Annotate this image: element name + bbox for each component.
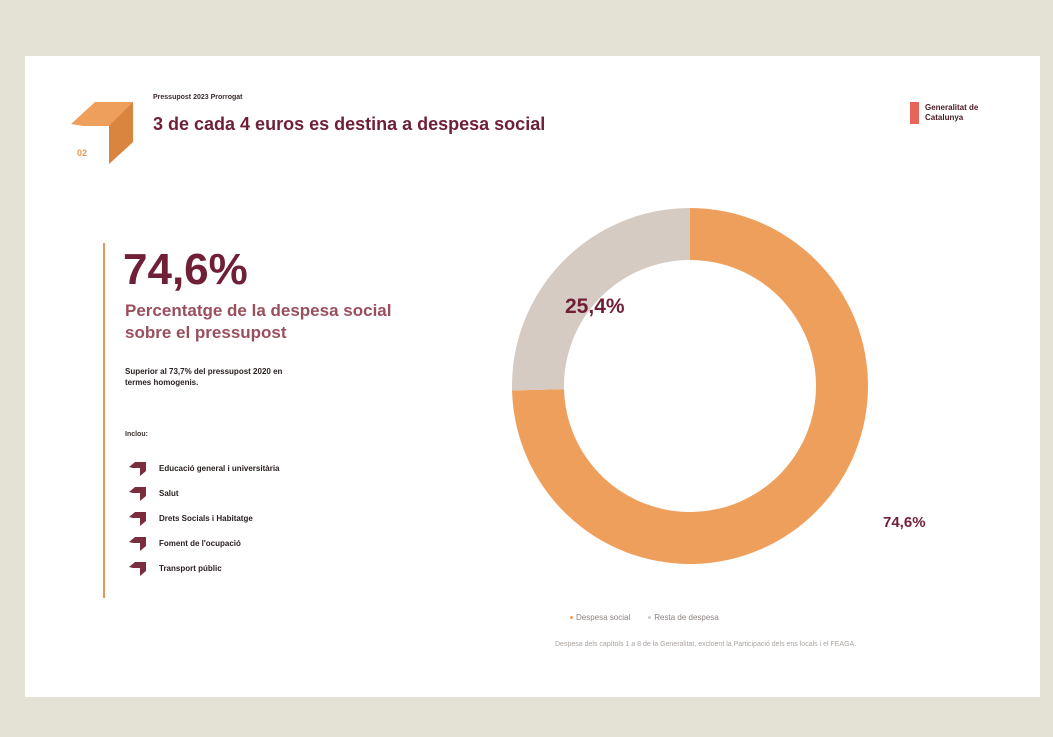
- section-arrow-icon: [71, 102, 133, 164]
- list-item: Educació general i universitària: [129, 456, 280, 481]
- list-item: Drets Socials i Habitatge: [129, 506, 280, 531]
- donut-data-label-1: 25,4%: [565, 295, 625, 318]
- list-item: Foment de l'ocupació: [129, 531, 280, 556]
- legend-label: Despesa social: [576, 613, 631, 622]
- arrow-bullet-icon: [129, 461, 146, 476]
- arrow-bullet-icon: [129, 511, 146, 526]
- includes-label: Inclou:: [125, 431, 148, 438]
- highlight-note: Superior al 73,7% del pressupost 2020 en…: [125, 367, 283, 387]
- list-item: Salut: [129, 481, 280, 506]
- list-item-label: Educació general i universitària: [159, 464, 280, 473]
- page-title: 3 de cada 4 euros es destina a despesa s…: [153, 114, 546, 134]
- legend-item-rest: Resta de despesa: [648, 613, 719, 622]
- brand-mark-icon: [910, 102, 919, 124]
- source-note: Despesa dels capítols 1 a 8 de la Genera…: [555, 641, 857, 648]
- donut-slice-1: [512, 208, 690, 391]
- included-items-list: Educació general i universitària Salut D…: [129, 456, 280, 581]
- slide: 02 Pressupost 2023 Prorrogat 3 de cada 4…: [25, 56, 1040, 697]
- highlight-subtitle: Percentatge de la despesa social sobre e…: [125, 301, 392, 342]
- arrow-bullet-icon: [129, 486, 146, 501]
- brand-name: Generalitat de Catalunya: [925, 103, 979, 122]
- donut-data-label-0: 74,6%: [883, 514, 926, 531]
- arrow-bullet-icon: [129, 536, 146, 551]
- highlight-value: 74,6%: [123, 245, 248, 294]
- section-number: 02: [77, 148, 88, 158]
- legend-dot-icon: [570, 616, 573, 619]
- legend-label: Resta de despesa: [654, 613, 719, 622]
- arrow-bullet-icon: [129, 561, 146, 576]
- brand-logo: Generalitat de Catalunya: [910, 102, 1005, 124]
- legend-item-social: Despesa social: [570, 613, 630, 622]
- list-item-label: Transport públic: [159, 564, 222, 573]
- list-item-label: Salut: [159, 489, 179, 498]
- list-item-label: Foment de l'ocupació: [159, 539, 241, 548]
- legend-dot-icon: [648, 616, 652, 619]
- list-item-label: Drets Socials i Habitatge: [159, 514, 253, 523]
- list-item: Transport públic: [129, 556, 280, 581]
- chart-legend: Despesa social Resta de despesa: [570, 613, 719, 622]
- supertitle: Pressupost 2023 Prorrogat: [153, 94, 243, 101]
- accent-divider: [103, 243, 105, 598]
- donut-chart: 74,6% 25,4%: [512, 208, 926, 564]
